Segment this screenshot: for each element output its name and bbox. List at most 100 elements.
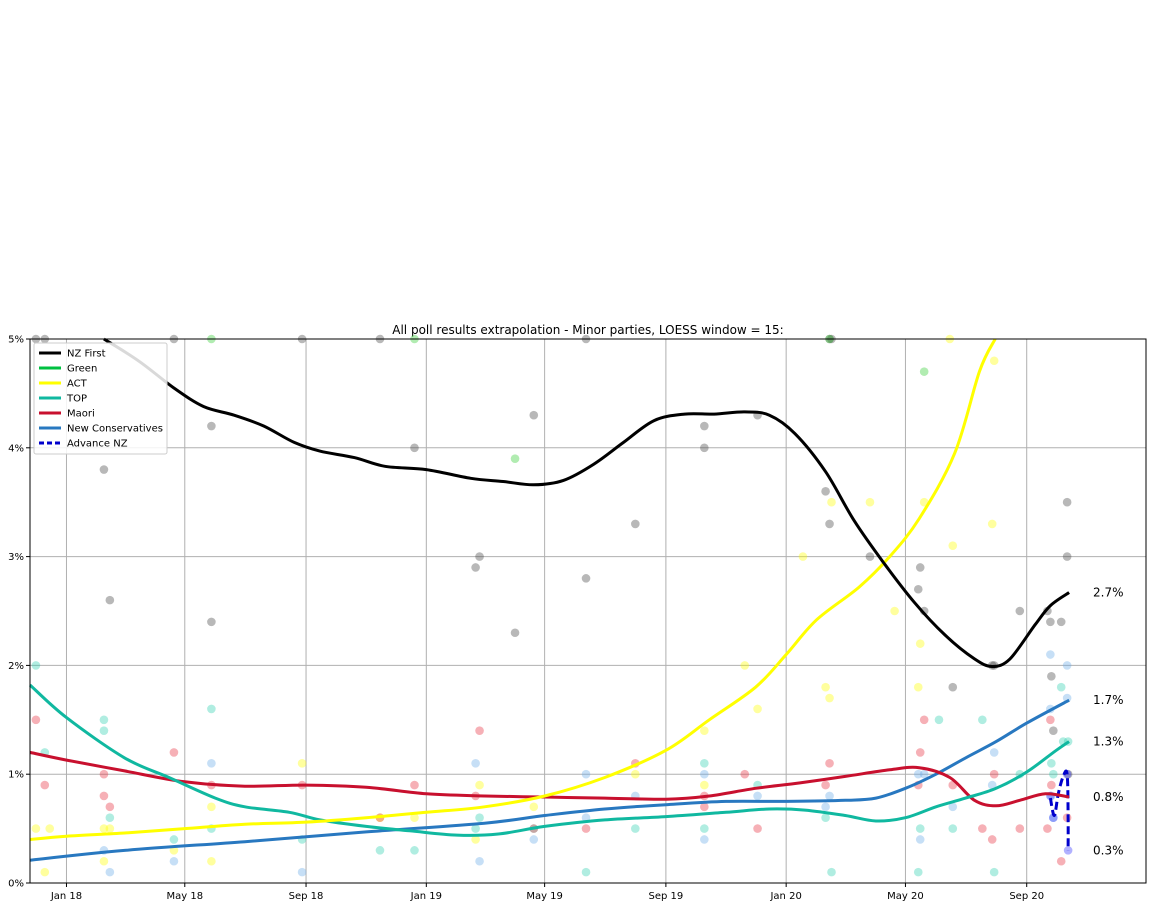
x-tick-label: May 18 [166,891,203,902]
y-tick-label: 2% [8,661,24,672]
data-point-new-conservatives [919,769,929,779]
data-point-nz-first [821,487,830,496]
data-point-new-conservatives [987,780,997,790]
data-point-new-conservatives [581,769,591,779]
data-point-new-conservatives [1062,693,1072,703]
data-point-maori [978,824,987,833]
data-point-act [987,519,997,529]
data-point-act [865,497,875,507]
data-point-act [99,824,109,833]
data-point-nz-first [99,465,109,474]
data-point-new-conservatives [989,748,999,757]
data-point-new-conservatives [297,867,307,877]
data-point-act [825,693,834,703]
y-tick-label: 1% [8,770,24,781]
x-tick-label: Jan 18 [50,891,82,902]
data-point-act [753,704,762,714]
data-point-top [1056,682,1066,692]
data-point-maori [169,748,179,757]
legend-label-green: Green [67,364,97,375]
data-point-nz-first [825,519,834,529]
y-tick-label: 0% [8,879,24,890]
data-point-nz-first [207,617,216,627]
data-point-act [475,780,484,790]
data-point-top [934,715,944,725]
legend-label-act: ACT [67,379,88,390]
data-point-nz-first [1015,606,1025,616]
data-point-new-conservatives [1046,650,1055,659]
data-point-nz-first [475,552,484,561]
data-point-new-conservatives [700,835,709,844]
data-point-green [919,367,929,376]
data-point-nz-first [105,595,115,605]
data-point-act [890,606,899,616]
data-point-new-conservatives [825,791,834,801]
end-label-advance-nz: 0.3% [1093,843,1124,857]
data-point-nz-first [700,443,709,453]
data-point-nz-first [1062,497,1072,507]
end-label-nz-first: 2.7% [1093,586,1124,600]
legend-label-advance-nz: Advance NZ [67,439,128,450]
data-point-new-conservatives [948,802,958,812]
data-point-top [99,726,109,735]
data-point-act [913,682,923,692]
data-point-top [948,824,958,833]
data-point-new-conservatives [1062,661,1072,670]
trend-line-new-conservatives [29,698,1070,862]
y-tick-label: 3% [8,552,24,563]
data-point-top [913,867,923,877]
data-point-top [169,835,179,844]
data-point-nz-first [1047,671,1056,681]
data-point-new-conservatives [105,867,115,877]
data-point-nz-first [1046,617,1055,627]
legend-label-maori: Maori [67,409,95,420]
data-point-new-conservatives [913,769,923,779]
legend: NZ First Green ACT TOP Maori New Conservative… [33,342,168,455]
data-point-maori [40,780,50,790]
data-point-new-conservatives [207,759,216,768]
data-point-nz-first [915,563,925,572]
data-point-nz-first [529,410,539,420]
data-point-maori [475,726,484,735]
data-point-maori [1056,856,1066,866]
data-point-top [105,813,115,823]
data-point-top [827,867,836,877]
data-point-maori [105,802,115,812]
data-point-new-conservatives [471,759,480,768]
data-point-maori [987,835,997,844]
data-point-advance-nz [1063,846,1073,855]
data-point-maori [99,769,109,779]
y-tick-label: 5% [8,335,24,346]
data-point-act [529,802,539,812]
data-point-act [207,856,216,866]
data-point-maori [581,824,591,833]
data-point-top [989,867,999,877]
data-point-top [207,704,216,714]
data-point-maori [740,769,750,779]
trend-line-act [29,338,997,841]
x-tick-label: Sep 19 [649,891,684,902]
trend-line-nz-first [103,337,1070,668]
plot-frame [29,338,1147,884]
data-point-new-conservatives [475,856,484,866]
chart-title: All poll results extrapolation - Minor p… [392,323,783,337]
data-point-nz-first [410,443,419,453]
data-point-maori [410,780,419,790]
end-label-new-conservatives: 1.7% [1093,693,1124,707]
data-point-maori [919,715,929,725]
data-point-act [915,639,925,648]
data-point-act [700,726,709,735]
data-point-maori [1015,824,1025,833]
data-point-act [948,541,958,551]
data-point-nz-first [700,421,709,431]
data-point-act [99,856,109,866]
data-point-nz-first [913,584,923,594]
data-point-act [827,497,836,507]
data-point-maori [825,759,834,768]
data-point-maori [753,824,762,833]
data-point-top [978,715,987,725]
data-point-maori [700,802,709,812]
data-point-nz-first [510,628,520,638]
